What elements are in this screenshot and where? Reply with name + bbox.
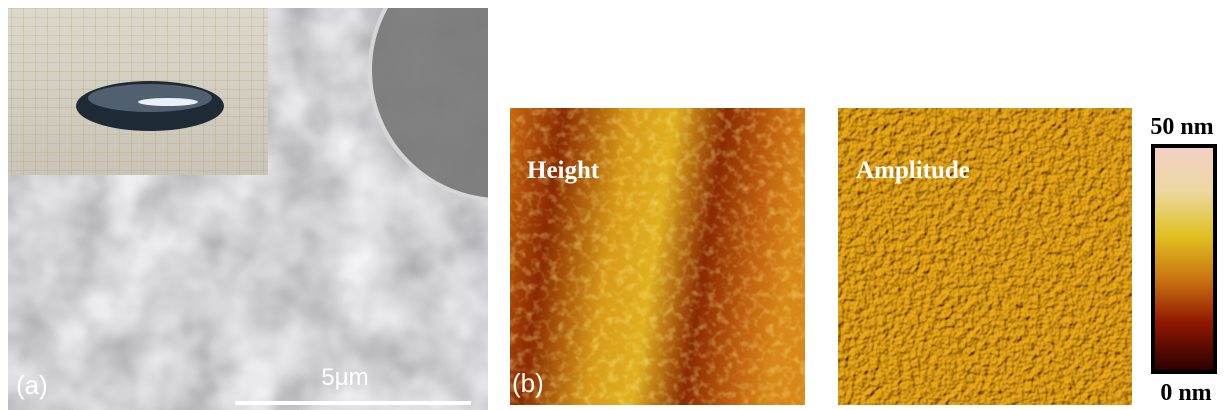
height-image bbox=[510, 108, 805, 405]
amplitude-image bbox=[838, 108, 1132, 405]
amplitude-title: Amplitude bbox=[856, 157, 970, 184]
scale-bar bbox=[235, 401, 471, 405]
inset-photo bbox=[8, 8, 268, 175]
scale-bar-label: 5μm bbox=[321, 364, 368, 391]
panel-label: (a) bbox=[16, 370, 48, 400]
panel-label: (b) bbox=[512, 368, 544, 398]
height-title: Height bbox=[527, 157, 600, 184]
colorbar bbox=[1153, 146, 1215, 372]
colorbar-min: 0 nm bbox=[1160, 380, 1211, 406]
colorbar-max: 50 nm bbox=[1150, 114, 1213, 140]
figure: (a) 5μm Height (b) Amplitude 50 nm 0 nm bbox=[0, 0, 1228, 410]
